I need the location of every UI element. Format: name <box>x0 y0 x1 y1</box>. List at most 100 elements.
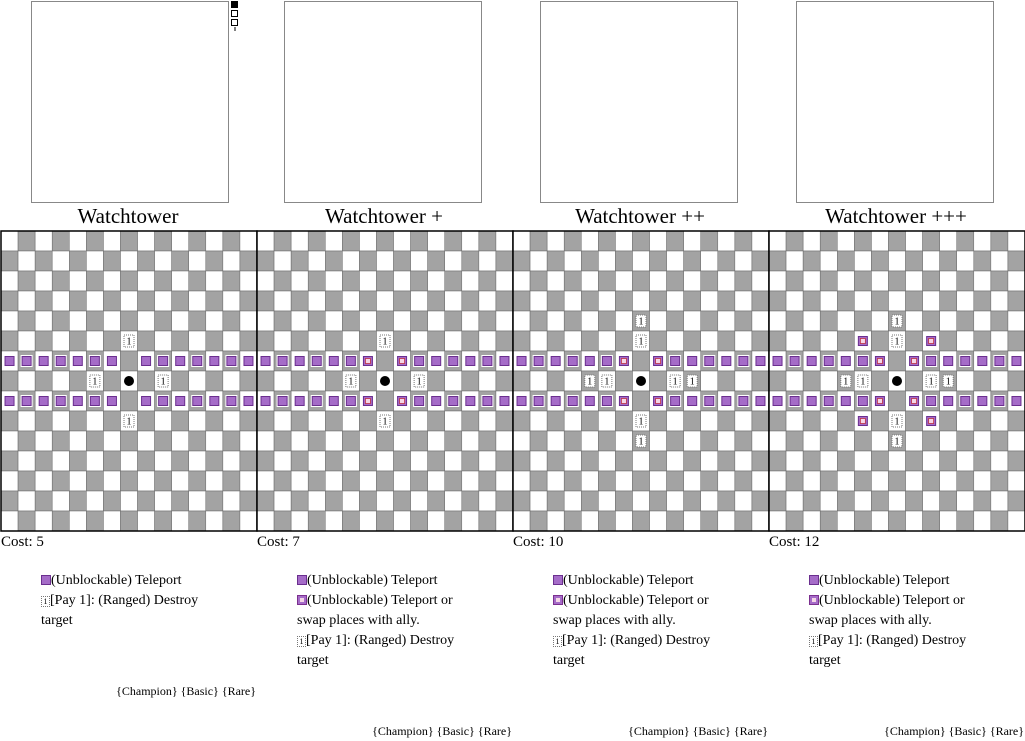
cell <box>86 490 104 512</box>
cell <box>666 230 684 252</box>
cell <box>307 270 326 292</box>
cell <box>0 330 19 352</box>
swap-marker <box>365 358 371 364</box>
cell <box>802 230 821 252</box>
cell <box>990 430 1009 452</box>
swap-marker <box>877 398 883 404</box>
cell <box>34 450 53 472</box>
teleport-marker <box>243 396 254 406</box>
cell <box>802 270 821 292</box>
cell <box>325 330 343 352</box>
teleport-marker <box>106 396 117 406</box>
cell <box>307 490 326 512</box>
cell <box>461 250 480 272</box>
teleport-marker <box>772 356 783 366</box>
cell <box>683 330 701 352</box>
cell <box>546 430 565 452</box>
teleport-marker <box>175 356 186 366</box>
tag: {Rare} <box>733 724 768 738</box>
cell <box>376 510 394 532</box>
cell <box>410 230 428 252</box>
cell <box>461 270 480 292</box>
cell <box>905 370 923 392</box>
cell <box>529 510 548 532</box>
swap-marker <box>365 398 371 404</box>
cell <box>717 270 736 292</box>
ability: 1 [Pay 1]: (Ranged) Destroy target <box>297 631 477 671</box>
cell <box>990 230 1009 252</box>
cell <box>990 270 1009 292</box>
cell <box>188 250 207 272</box>
cell <box>956 490 975 512</box>
cell <box>751 470 770 492</box>
teleport-marker <box>38 396 49 406</box>
cell <box>512 230 531 252</box>
cell <box>103 450 121 472</box>
cell <box>205 290 224 312</box>
cell <box>34 330 53 352</box>
cell <box>666 270 684 292</box>
cell <box>393 450 411 472</box>
cell <box>239 450 258 472</box>
cell <box>205 490 224 512</box>
cell <box>854 290 872 312</box>
cell <box>444 410 463 432</box>
cell <box>359 410 377 432</box>
cell <box>376 290 394 312</box>
cell <box>290 370 309 392</box>
watchtower-piece <box>892 376 902 386</box>
cell <box>973 290 992 312</box>
cell <box>632 230 650 252</box>
cell <box>666 410 684 432</box>
cell <box>290 270 309 292</box>
cell <box>819 470 838 492</box>
cell <box>615 310 633 332</box>
cell <box>734 330 753 352</box>
cell <box>905 430 923 452</box>
cell <box>922 470 940 492</box>
cell <box>171 470 189 492</box>
cell <box>785 250 804 272</box>
cell <box>410 310 428 332</box>
teleport-marker <box>260 396 271 406</box>
range-marker <box>857 374 869 388</box>
teleport-marker <box>926 356 937 366</box>
cell <box>683 430 701 452</box>
teleport-marker <box>158 356 169 366</box>
cell <box>359 430 377 452</box>
teleport-marker <box>431 396 442 406</box>
cell <box>529 250 548 272</box>
cell <box>17 290 36 312</box>
cell <box>342 470 360 492</box>
cell <box>649 290 667 312</box>
cell <box>871 490 889 512</box>
cell <box>802 250 821 272</box>
cell <box>751 430 770 452</box>
cell <box>956 250 975 272</box>
cell <box>956 310 975 332</box>
swap-marker <box>877 358 883 364</box>
cell <box>529 370 548 392</box>
cell <box>0 370 19 392</box>
cell <box>478 230 497 252</box>
cell <box>512 450 531 472</box>
cell <box>188 370 207 392</box>
teleport-marker <box>4 356 15 366</box>
cell <box>939 410 957 432</box>
cell <box>854 310 872 332</box>
cell <box>376 390 394 412</box>
swap-marker <box>399 358 405 364</box>
cell <box>239 230 258 252</box>
cell <box>69 270 87 292</box>
cell <box>666 490 684 512</box>
range-label: 1 <box>587 377 592 388</box>
teleport-marker <box>448 356 459 366</box>
ability-list: (Unblockable) Teleport (Unblockable) Tele… <box>297 571 512 741</box>
cell <box>734 450 753 472</box>
cell <box>0 290 19 312</box>
ability-text: (Unblockable) Teleport <box>563 573 694 588</box>
cell <box>273 230 292 252</box>
teleport-marker <box>857 356 868 366</box>
cell <box>171 230 189 252</box>
ability: (Unblockable) Teleport <box>809 571 989 591</box>
